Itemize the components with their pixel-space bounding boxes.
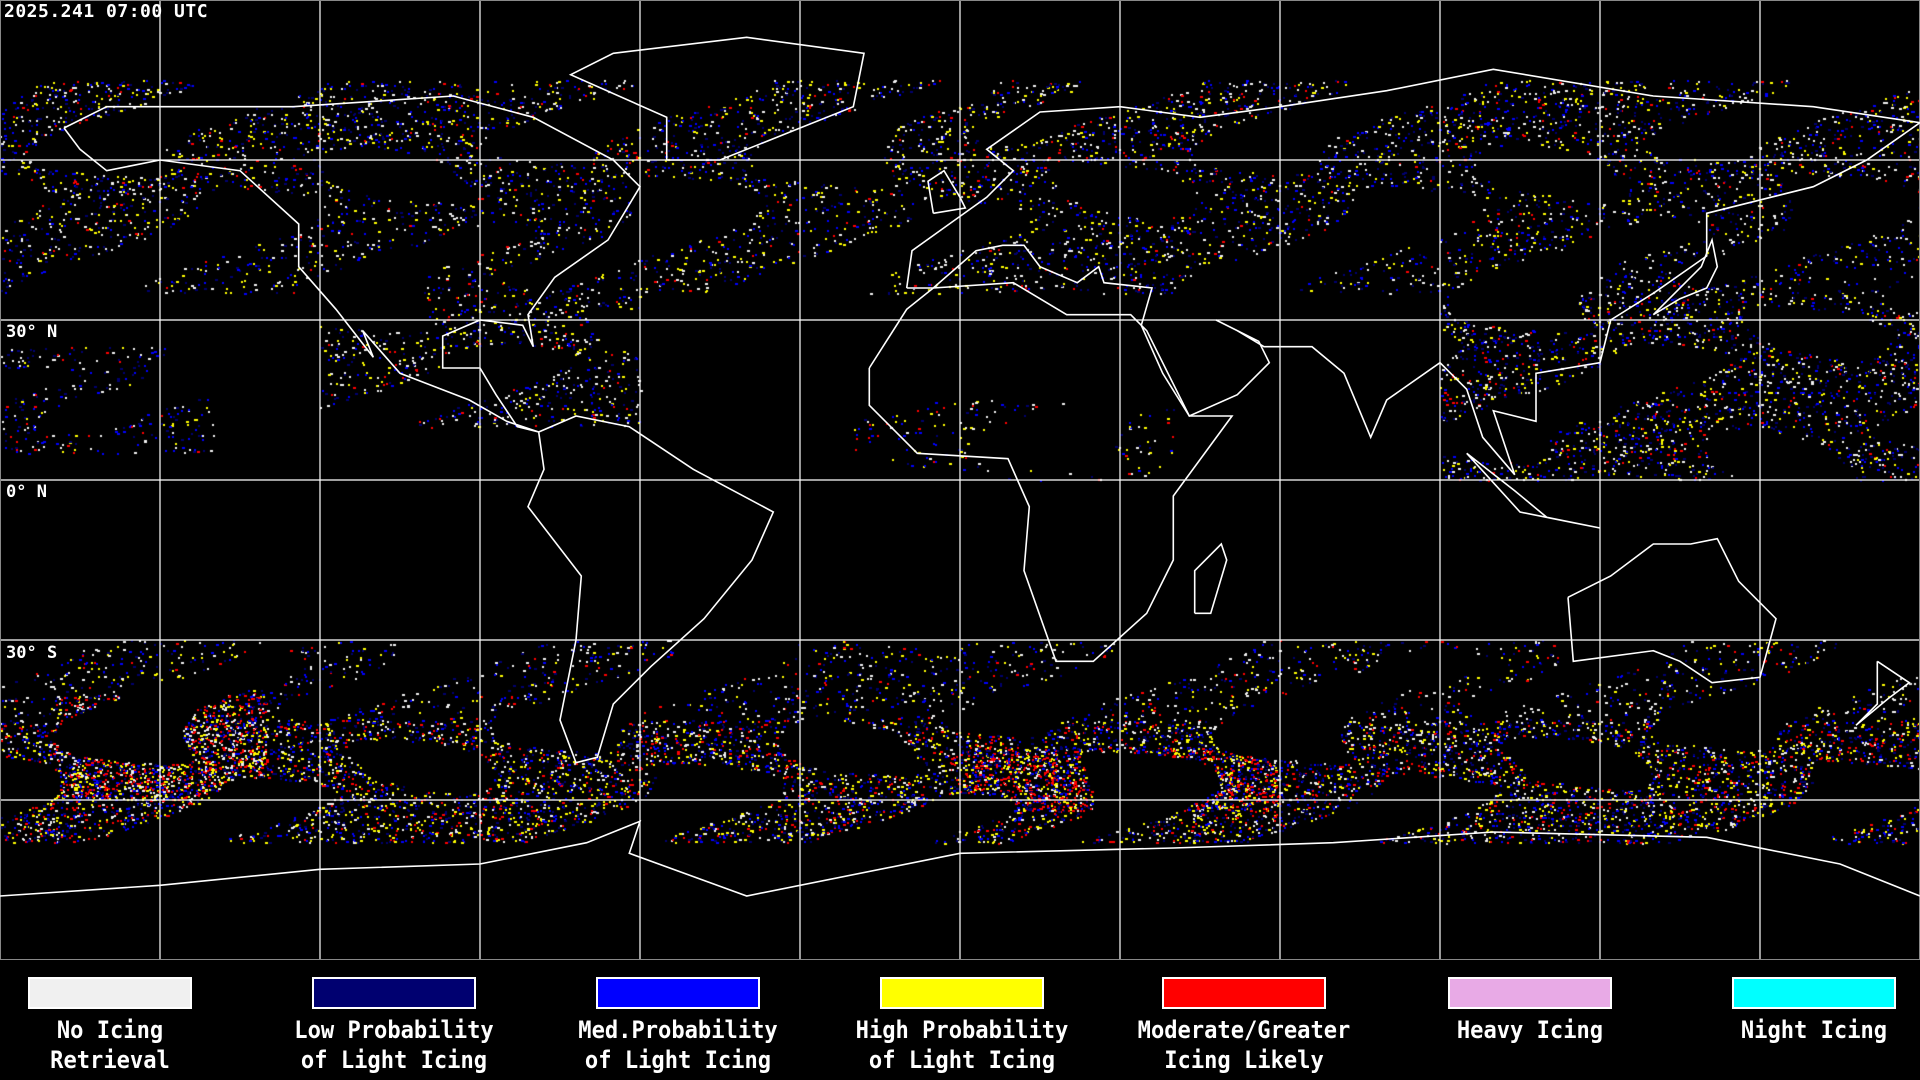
legend-swatch [879,976,1045,1010]
legend: No Icing Retrieval Low Probability of Li… [0,960,1920,1080]
icing-map [0,0,1920,960]
legend-swatch [311,976,477,1010]
legend-item-low-probability: Low Probability of Light Icing [252,976,536,1075]
legend-item-heavy-icing: Heavy Icing [1388,976,1672,1045]
coastline-antarctica [0,819,1920,897]
legend-item-moderate-greater: Moderate/Greater Icing Likely [1102,976,1386,1075]
legend-label-line2: Icing Likely [1164,1046,1324,1074]
coastline-madagascar [1193,542,1228,615]
legend-label-line2: of Light Icing [584,1046,772,1074]
legend-label-line1: Heavy Icing [1456,1016,1604,1044]
legend-item-high-probability: High Probability of Light Icing [820,976,1104,1075]
coastline-japan [1652,237,1719,316]
legend-label-line2: Retrieval [50,1046,170,1074]
map-overlay [0,0,1920,960]
coastline-new-zealand [1855,660,1911,726]
legend-item-no-icing: No Icing Retrieval [0,976,252,1075]
legend-label-line1: Med.Probability [578,1016,778,1044]
legend-label-line1: No Icing [56,1016,164,1044]
legend-swatch [595,976,761,1010]
legend-swatch [1731,976,1897,1010]
coastline-australia [1567,537,1777,684]
lat-label-0n: 0° N [6,482,47,502]
coastline-indonesia [1466,452,1601,529]
legend-item-night-icing: Night Icing [1672,976,1920,1045]
lat-label-30s: 30° S [6,643,58,663]
timestamp: 2025.241 07:00 UTC [4,1,209,22]
coastline-south-america [527,415,775,764]
coastline-greenland [568,36,865,161]
coastline-eurasia [905,68,1920,476]
coastline-uk [927,169,967,215]
coastline-africa [868,281,1234,663]
legend-item-med-probability: Med.Probability of Light Icing [536,976,820,1075]
legend-label-line2: of Light Icing [868,1046,1056,1074]
lat-label-30n: 30° N [6,322,58,342]
legend-label-line1: Moderate/Greater [1137,1016,1351,1044]
legend-label-line1: Night Icing [1740,1016,1888,1044]
legend-label-line1: Low Probability [294,1016,494,1044]
legend-label-line2: of Light Icing [300,1046,488,1074]
legend-swatch [1161,976,1327,1010]
legend-swatch [1447,976,1613,1010]
coastline-north-america [63,95,642,433]
legend-label-line1: High Probability [855,1016,1069,1044]
legend-swatch [27,976,193,1010]
